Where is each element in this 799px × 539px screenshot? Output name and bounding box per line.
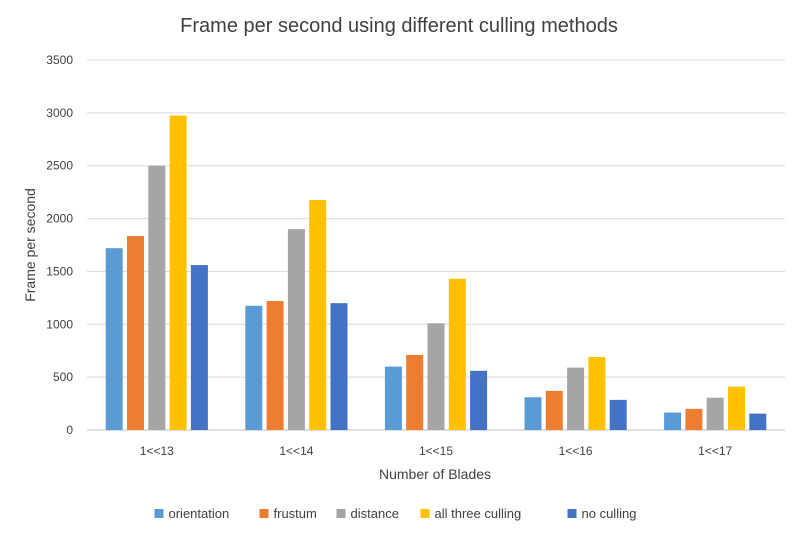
legend-swatch (154, 509, 164, 518)
bar-no-culling-1 (330, 303, 348, 430)
bar-distance-2 (427, 323, 445, 430)
bar-orientation-4 (664, 412, 682, 430)
bar-all-three-culling-4 (728, 386, 745, 430)
x-tick-label: 1<<17 (698, 444, 732, 458)
legend-label: distance (351, 506, 399, 521)
bar-frustum-0 (127, 236, 144, 430)
bar-all-three-culling-1 (309, 200, 327, 430)
bar-orientation-3 (524, 397, 542, 430)
x-tick-label: 1<<16 (559, 444, 593, 458)
bar-frustum-4 (685, 408, 703, 430)
bar-all-three-culling-0 (169, 115, 187, 430)
y-tick-label: 1000 (46, 317, 73, 331)
bar-no-culling-3 (609, 399, 627, 430)
bar-frustum-3 (545, 390, 563, 430)
x-tick-label: 1<<14 (279, 444, 313, 458)
legend-swatch (567, 509, 577, 518)
bar-no-culling-0 (190, 265, 208, 430)
legend-label: frustum (274, 506, 317, 521)
y-axis-ticks: 0 500 1000 1500 2000 2500 3000 3500 (46, 53, 73, 437)
legend-label: orientation (169, 506, 230, 521)
y-axis-title: Frame per second (22, 188, 38, 302)
bar-frustum-1 (266, 301, 284, 430)
bar-distance-4 (706, 397, 724, 430)
bar-all-three-culling-2 (448, 278, 466, 430)
y-tick-label: 500 (53, 370, 73, 384)
bar-orientation-0 (105, 248, 123, 430)
legend: orientation frustum distance all three cull… (154, 506, 637, 521)
y-tick-label: 1500 (46, 264, 73, 278)
y-tick-label: 3500 (46, 53, 73, 67)
legend-swatch (420, 509, 430, 518)
legend-label: no culling (582, 506, 637, 521)
bar-orientation-2 (384, 366, 402, 430)
y-tick-label: 2500 (46, 159, 73, 173)
legend-swatch (259, 509, 269, 518)
x-tick-label: 1<<13 (140, 444, 174, 458)
x-axis-title: Number of Blades (379, 466, 491, 482)
x-axis-ticks: 1<<13 1<<14 1<<15 1<<16 1<<17 (140, 444, 733, 458)
y-tick-label: 0 (66, 423, 73, 437)
bar-no-culling-4 (749, 413, 767, 430)
y-tick-label: 2000 (46, 212, 73, 226)
bar-distance-0 (148, 165, 166, 430)
chart-title: Frame per second using different culling… (180, 15, 618, 37)
bar-distance-1 (287, 229, 305, 430)
bar-all-three-culling-3 (588, 357, 606, 430)
bar-orientation-1 (245, 305, 263, 430)
bar-frustum-2 (406, 354, 424, 430)
bar-no-culling-2 (470, 370, 488, 430)
x-tick-label: 1<<15 (419, 444, 453, 458)
legend-swatch (336, 509, 346, 518)
legend-label: all three culling (435, 506, 522, 521)
bar-distance-3 (567, 367, 585, 430)
y-tick-label: 3000 (46, 106, 73, 120)
bars (105, 115, 767, 430)
